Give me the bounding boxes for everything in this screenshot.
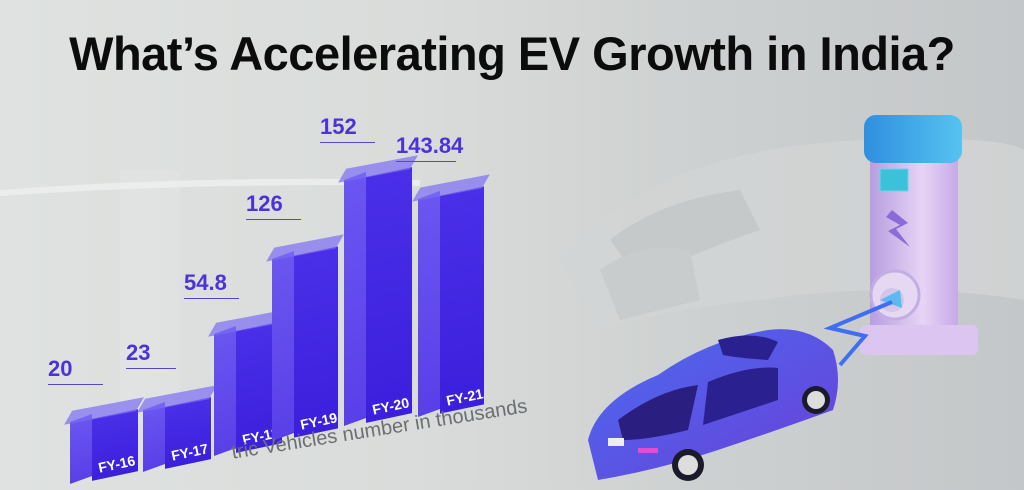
- value-label: 20: [48, 356, 73, 381]
- leader-line: [184, 298, 239, 299]
- leader-line: [320, 142, 375, 143]
- value-label: 126: [246, 191, 283, 216]
- charging-station-icon: [860, 115, 978, 355]
- value-label: 23: [126, 340, 151, 365]
- leader-line: [126, 368, 176, 369]
- value-label: 143.84: [396, 133, 464, 158]
- leader-line: [396, 161, 456, 162]
- value-label: 54.8: [184, 270, 227, 295]
- value-label: 152: [320, 114, 357, 139]
- leader-line: [246, 219, 301, 220]
- leader-line: [48, 384, 103, 385]
- charging-cable: [823, 290, 902, 367]
- page-title: What’s Accelerating EV Growth in India?: [69, 27, 955, 80]
- lightning-bolt-icon: [886, 210, 910, 247]
- electric-car-icon: [588, 329, 838, 481]
